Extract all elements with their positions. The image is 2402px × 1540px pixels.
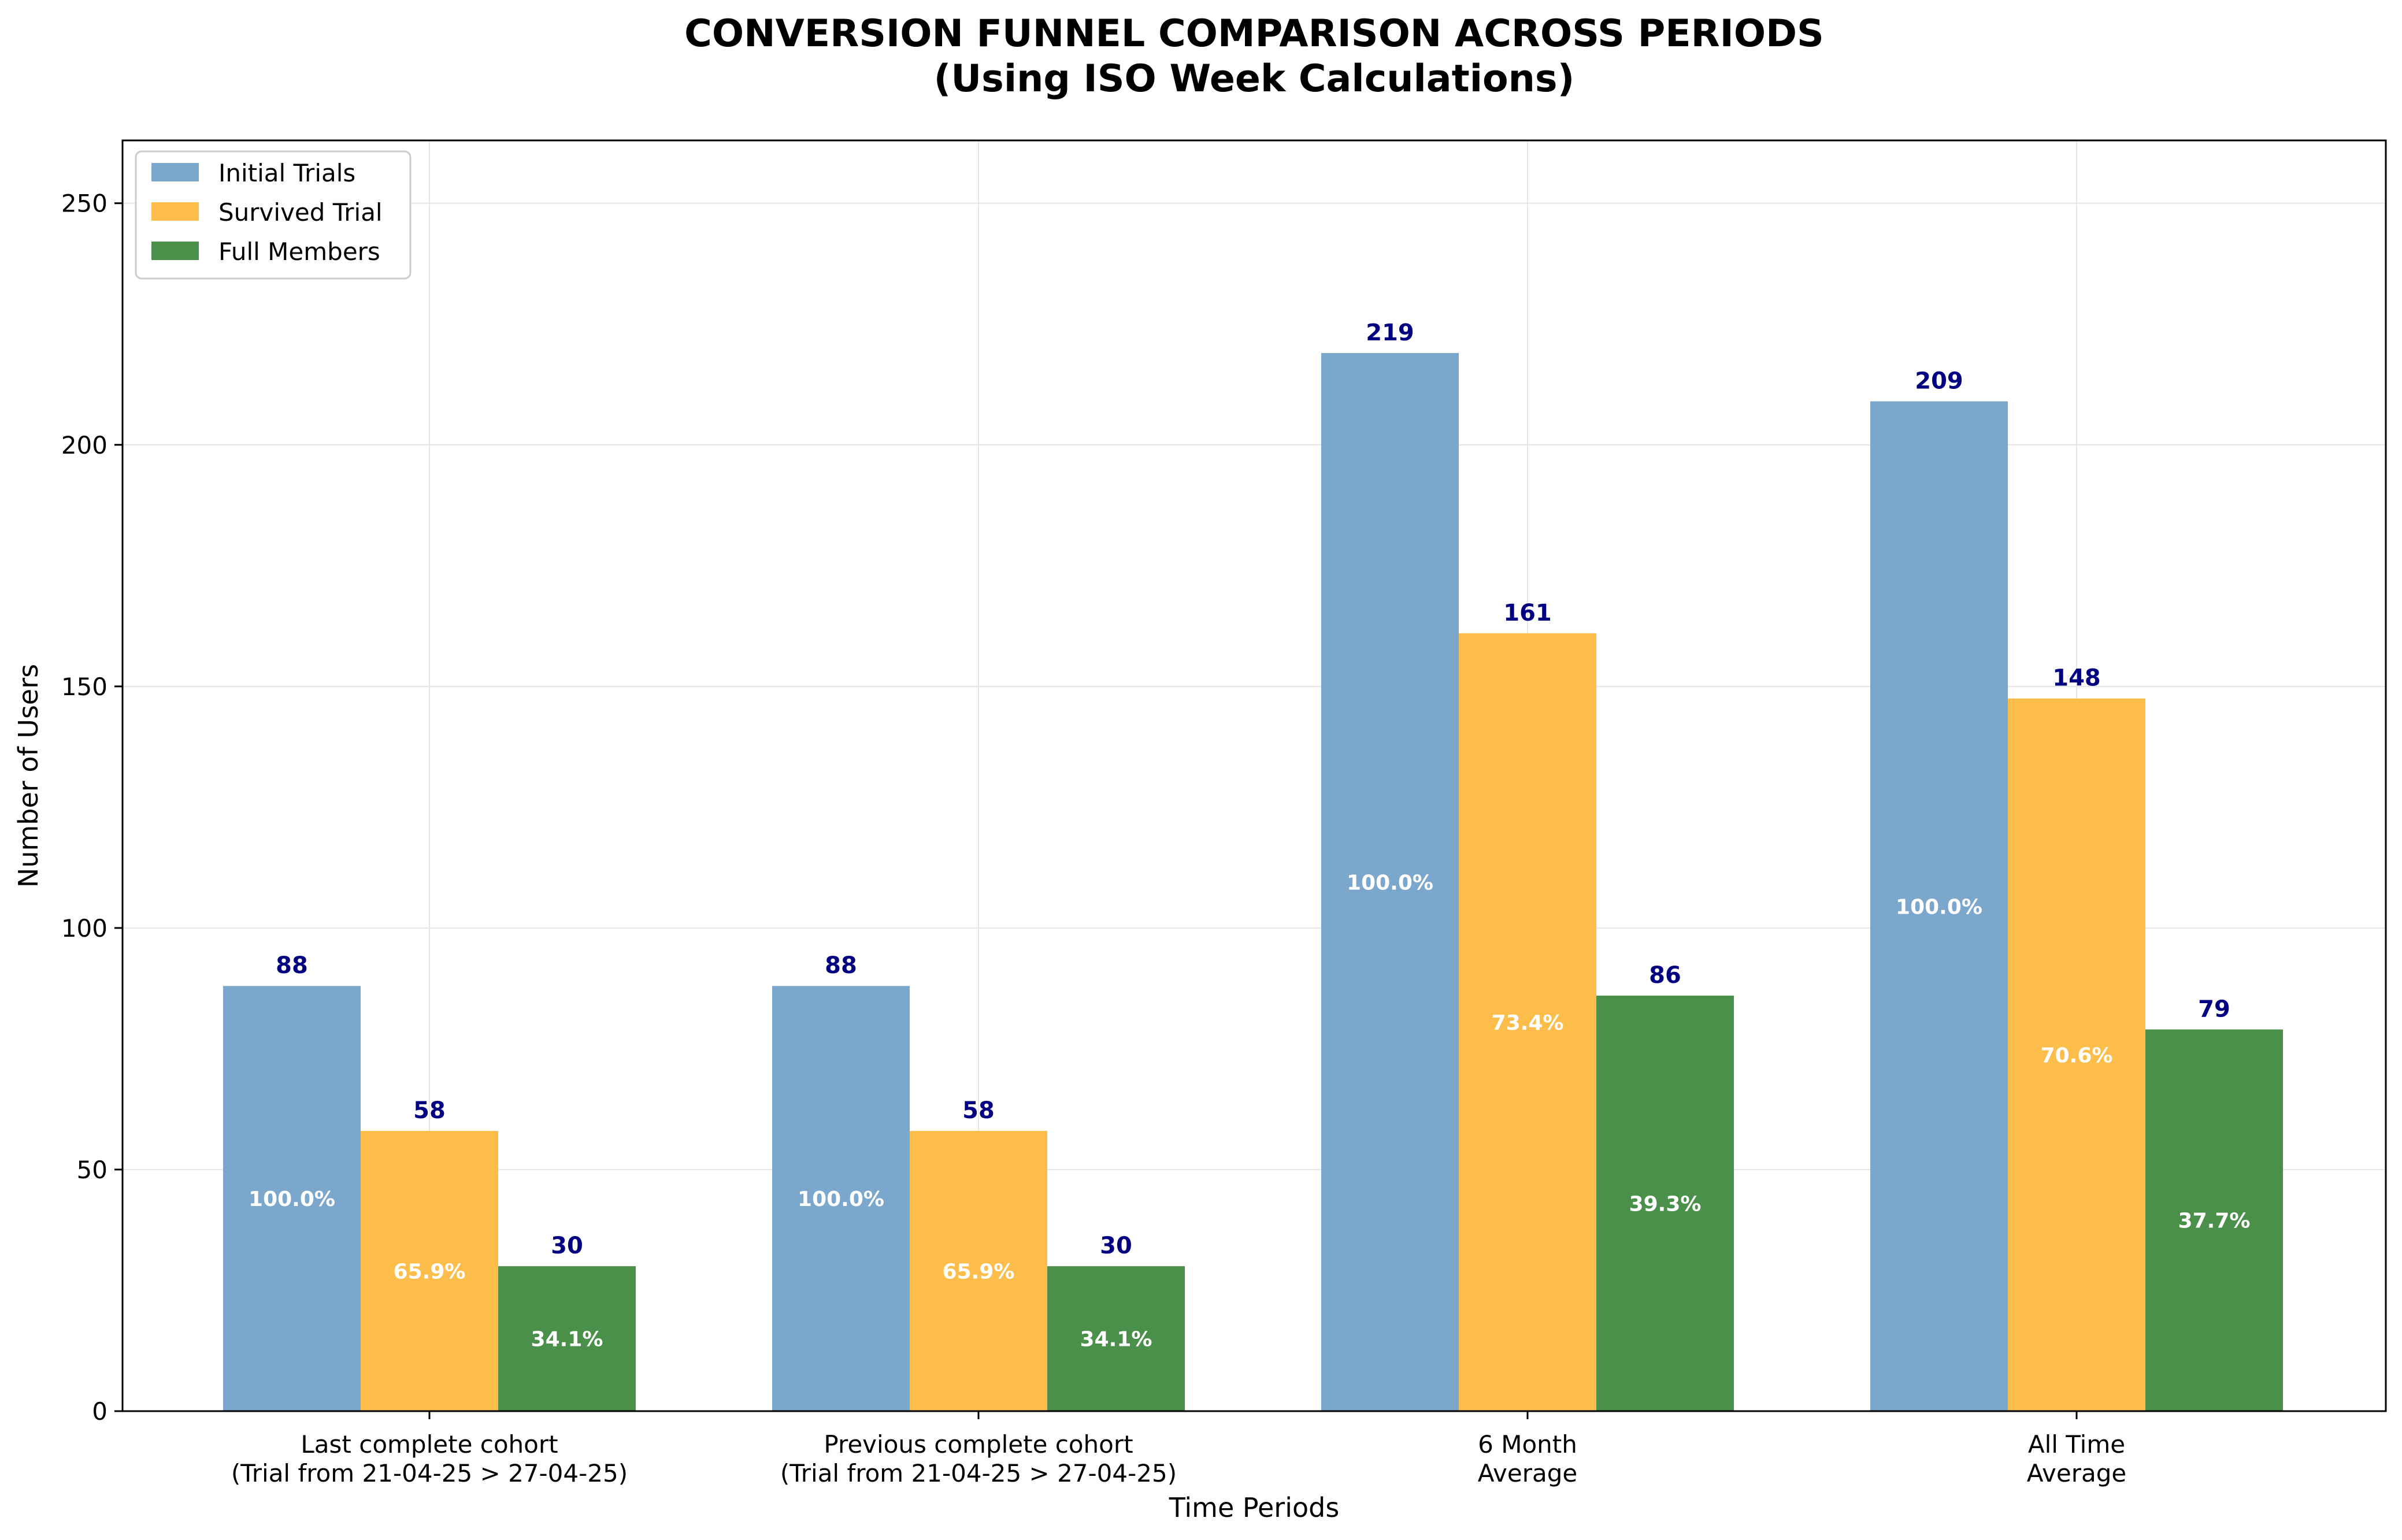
bar-labels: 88 100.0% 88 100.0% 219 100.0% 209 100.0% 58 65.9… [249,320,2250,1352]
bar-value-label: 88 [825,952,857,979]
legend-label: Full Members [218,238,380,266]
bar-value-label: 161 [1503,600,1552,626]
bar-percent-label: 100.0% [1896,895,1982,919]
x-tick-label: All Time [2028,1430,2125,1459]
bar [361,1131,498,1411]
bar-percent-label: 39.3% [1629,1192,1702,1216]
bar [1459,633,1596,1411]
y-tick-label: 250 [61,190,108,218]
bar-percent-label: 34.1% [1080,1328,1152,1352]
legend-swatch [151,202,199,221]
bar-value-label: 30 [1100,1233,1132,1259]
bar [772,986,910,1411]
legend-label: Initial Trials [218,159,355,187]
bar [1870,401,2008,1412]
bar [1596,995,1734,1411]
bar [2145,1029,2283,1411]
chart-title-line: CONVERSION FUNNEL COMPARISON ACROSS PERI… [684,12,1824,55]
bar-percent-label: 100.0% [798,1188,884,1211]
y-tick-label: 0 [92,1397,108,1426]
bar-value-label: 219 [1366,320,1414,346]
bar-percent-label: 70.6% [2041,1044,2113,1067]
bar [498,1266,636,1411]
bar-value-label: 86 [1649,962,1681,989]
chart-title: CONVERSION FUNNEL COMPARISON ACROSS PERI… [684,12,1824,101]
bar-percent-label: 65.9% [943,1260,1015,1284]
x-tick-label: 6 Month [1478,1430,1577,1459]
bar-value-label: 58 [962,1097,995,1124]
x-tick-label: Previous complete cohort [824,1430,1133,1459]
legend-swatch [151,163,199,181]
y-axis-label: Number of Users [13,664,44,888]
x-tick-label: (Trial from 21-04-25 > 27-04-25) [231,1459,628,1487]
bar-value-label: 209 [1915,368,1963,395]
chart-title-line: (Using ISO Week Calculations) [934,57,1575,101]
x-axis-label: Time Periods [1169,1492,1340,1523]
bars [223,352,2283,1412]
legend-label: Survived Trial [218,198,383,227]
bar-value-label: 30 [551,1233,583,1259]
y-tick-label: 50 [77,1156,108,1184]
bar-value-label: 148 [2052,665,2101,692]
bar [2008,698,2145,1411]
bar [1047,1266,1185,1411]
bar-percent-label: 34.1% [531,1328,603,1352]
bar-value-label: 88 [276,952,308,979]
legend-box [135,150,412,280]
y-tick-label: 100 [61,914,108,942]
x-tick-label: Average [1478,1459,1577,1487]
bar-percent-label: 37.7% [2178,1209,2251,1233]
x-tick-label: (Trial from 21-04-25 > 27-04-25) [780,1459,1177,1487]
x-tick-label: Last complete cohort [301,1430,558,1459]
bar-percent-label: 100.0% [249,1188,335,1211]
plot-frame [121,139,2387,1412]
legend: Initial Trials Survived Trial Full Members [135,150,412,280]
legend-swatch [151,242,199,260]
bar [1321,352,1459,1411]
bar-percent-label: 65.9% [394,1260,466,1284]
y-tick-label: 150 [61,673,108,701]
bar [223,986,361,1411]
x-tick-label: Average [2027,1459,2126,1487]
bar-percent-label: 100.0% [1347,871,1433,895]
bar-value-label: 58 [413,1097,446,1124]
y-tick-label: 200 [61,431,108,459]
y-axis: 0 50 100 150 200 250 [61,190,123,1426]
x-axis: Last complete cohort(Trial from 21-04-25… [231,1411,2126,1487]
bar-percent-label: 73.4% [1492,1011,1564,1035]
bar [910,1131,1047,1411]
bar-value-label: 79 [2198,996,2230,1022]
